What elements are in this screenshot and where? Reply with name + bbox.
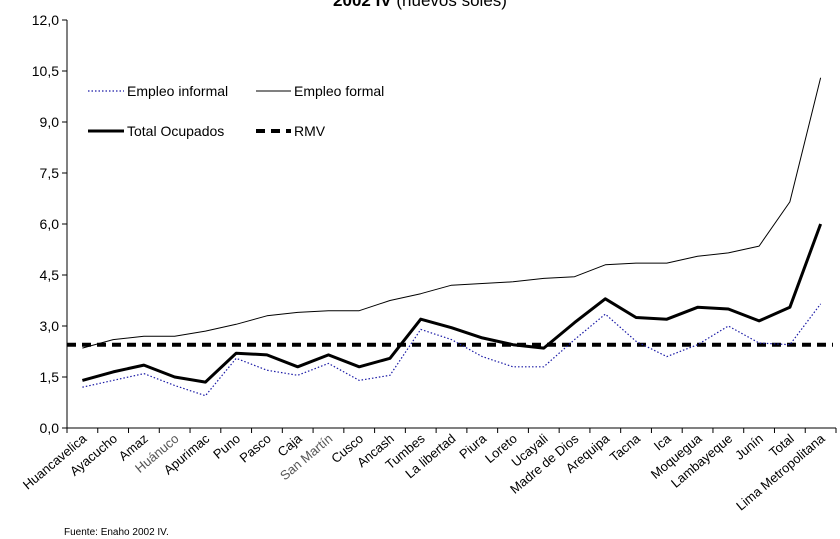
series-line-empleo-informal (82, 303, 822, 397)
y-tick-label: 9,0 (40, 114, 60, 130)
series-layer (67, 77, 833, 397)
legend-label-empleo-informal: Empleo informal (127, 83, 228, 99)
y-tick-label: 1,5 (40, 369, 60, 385)
y-tick-label: 12,0 (32, 12, 59, 28)
chart-title: 2002 IV (nuevos soles) (0, 0, 840, 11)
x-tick-label: Pasco (237, 431, 274, 466)
y-tick-label: 4,5 (40, 267, 60, 283)
x-tick-label: Tacna (607, 430, 644, 464)
y-tick-label: 0,0 (40, 420, 60, 436)
chart-title-bold: 2002 IV (333, 0, 392, 10)
axes: 0,0 1,5 3,0 4,5 6,0 7,5 9,0 10,5 12,0 (32, 12, 837, 436)
y-tick-label: 7,5 (40, 165, 60, 181)
series-line-empleo-formal (82, 77, 822, 349)
source-note: Fuente: Enaho 2002 IV. (64, 527, 169, 538)
legend-label-total-ocupados: Total Ocupados (127, 123, 224, 139)
legend: Empleo informal Empleo formal Total Ocupad… (88, 83, 384, 139)
legend-label-empleo-formal: Empleo formal (294, 83, 384, 99)
x-tick-labels: HuancavelicaAyacuchoAmazHuánucoApurimacP… (20, 430, 828, 513)
x-tick-label: Junín (732, 431, 766, 463)
series-line-total-ocupados (81, 223, 823, 384)
y-tick-label: 10,5 (32, 63, 59, 79)
chart-title-rest: (nuevos soles) (396, 0, 507, 10)
y-tick-label: 3,0 (40, 318, 60, 334)
y-tick-label: 6,0 (40, 216, 60, 232)
legend-label-rmv: RMV (294, 123, 326, 139)
